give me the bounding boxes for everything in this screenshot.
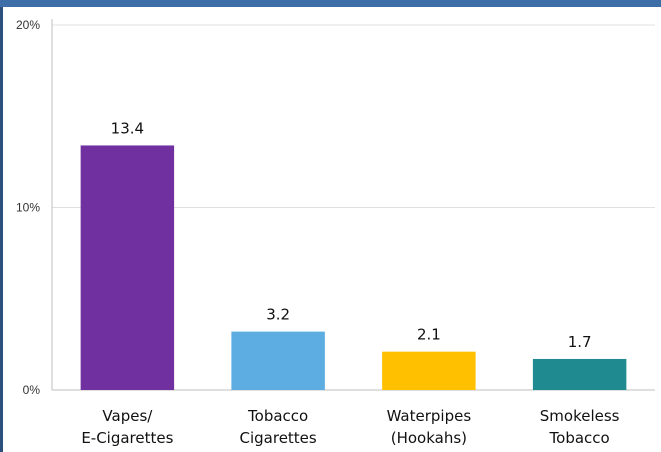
y-tick-label: 10% <box>16 201 40 215</box>
bar <box>80 145 175 390</box>
bar <box>382 351 476 390</box>
left-border <box>0 7 3 452</box>
y-tick-label: 20% <box>16 18 40 32</box>
y-tick-label: 0% <box>23 383 41 397</box>
category-label: Smokeless <box>540 407 620 425</box>
header-bar <box>0 0 661 7</box>
bar <box>532 358 627 390</box>
data-label: 1.7 <box>568 333 592 351</box>
bar <box>231 331 325 390</box>
category-label: (Hookahs) <box>391 429 467 447</box>
category-label: Cigarettes <box>240 429 317 447</box>
data-label: 13.4 <box>111 119 144 137</box>
category-label: E-Cigarettes <box>81 429 173 447</box>
y-tick-labels: 0% 10% 20% <box>16 18 40 397</box>
category-label: Vapes/ <box>102 407 153 425</box>
data-label: 3.2 <box>266 306 290 324</box>
bars <box>80 145 627 390</box>
data-label: 2.1 <box>417 326 441 344</box>
category-labels: Vapes/E-Cigarettes Tobacco Cigarettes Water… <box>81 407 619 447</box>
data-labels: 13.4 3.2 2.1 1.7 <box>111 119 592 351</box>
category-label: Tobacco <box>549 429 610 447</box>
category-label: Tobacco <box>247 407 308 425</box>
category-label: Waterpipes <box>387 407 472 425</box>
